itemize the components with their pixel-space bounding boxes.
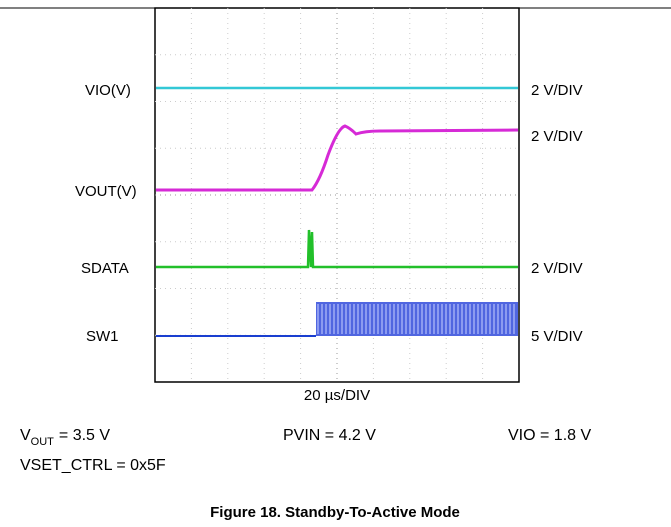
symbol: V bbox=[20, 427, 31, 444]
condition-pvin: PVIN = 4.2 V bbox=[283, 427, 376, 444]
scale-label: 2 V/DIV bbox=[531, 260, 583, 277]
time-scale: 20 µs/DIV bbox=[304, 387, 370, 404]
sw1-stripes bbox=[317, 304, 515, 334]
trace-label: SW1 bbox=[86, 328, 119, 345]
condition-vout: VOUT = 3.5 V bbox=[20, 427, 110, 448]
scale-label: 2 V/DIV bbox=[531, 82, 583, 99]
scale-label: 5 V/DIV bbox=[531, 328, 583, 345]
trace-label: SDATA bbox=[81, 260, 129, 277]
trace-label: VOUT(V) bbox=[75, 183, 137, 200]
traces bbox=[156, 86, 519, 337]
trace-label: VIO(V) bbox=[85, 82, 131, 99]
value: = 3.5 V bbox=[59, 427, 110, 444]
vout-trace bbox=[156, 124, 519, 192]
condition-vset: VSET_CTRL = 0x5F bbox=[20, 457, 166, 474]
sdata-trace bbox=[156, 229, 518, 269]
caption: Figure 18. Standby-To-Active Mode bbox=[210, 504, 460, 521]
subscript: OUT bbox=[31, 436, 55, 448]
scale-label: 2 V/DIV bbox=[531, 128, 583, 145]
condition-vio: VIO = 1.8 V bbox=[508, 427, 591, 444]
